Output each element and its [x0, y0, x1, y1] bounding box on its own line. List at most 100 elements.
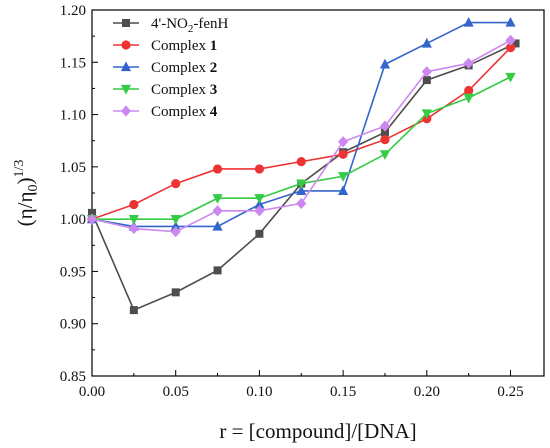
data-point — [296, 185, 307, 196]
data-point — [255, 229, 264, 238]
y-tick-label: 1.10 — [60, 108, 86, 124]
legend-marker — [120, 61, 132, 72]
legend-label-part: 2 — [210, 60, 218, 76]
legend-label-part: 4 — [210, 104, 218, 120]
legend-label-part: -fenH — [193, 16, 228, 32]
data-point — [379, 58, 391, 69]
data-point — [463, 16, 474, 27]
data-point — [212, 194, 223, 204]
plot-area: 0.00 0.05 0.10 0.15 0.20 0.25 0.85 0.90 0.95 1.0… — [60, 3, 545, 400]
data-point — [338, 172, 349, 182]
x-tick-label: 0.15 — [330, 384, 356, 400]
data-point — [338, 136, 349, 148]
y-axis-label-subscript: 0 — [26, 185, 41, 192]
data-point — [379, 120, 391, 132]
data-point — [421, 66, 432, 78]
y-tick-label: 0.85 — [60, 369, 86, 385]
legend-marker — [120, 84, 132, 95]
data-point — [379, 150, 391, 160]
data-point — [254, 205, 265, 217]
data-point — [422, 76, 431, 85]
data-point — [421, 37, 432, 48]
data-point — [505, 16, 516, 27]
y-tick-label: 1.05 — [60, 160, 86, 176]
legend-label-part: Complex — [151, 104, 210, 120]
x-axis-ticks: 0.00 0.05 0.10 0.15 0.20 0.25 — [79, 370, 524, 400]
x-tick-label: 0.10 — [246, 384, 272, 400]
x-tick-label: 0.05 — [163, 384, 189, 400]
data-point — [338, 185, 349, 196]
y-tick-label: 0.95 — [60, 264, 86, 280]
y-axis-label-main: (η/η — [13, 192, 37, 227]
y-tick-label: 0.90 — [60, 317, 86, 333]
x-axis-label: r = [compound]/[DNA] — [219, 419, 416, 443]
data-point — [463, 57, 474, 69]
legend-label-part: Complex — [151, 38, 210, 54]
legend-label-part: Complex — [151, 60, 210, 76]
data-point — [171, 288, 180, 297]
data-point — [463, 93, 474, 104]
legend-item: Complex 1 — [113, 38, 217, 54]
y-axis-ticks: 0.85 0.90 0.95 1.00 1.05 1.10 1.15 1.20 — [60, 3, 98, 385]
data-point — [212, 220, 223, 231]
legend-label: Complex 3 — [151, 82, 217, 98]
series-1 — [88, 39, 520, 315]
data-point — [296, 197, 307, 210]
data-point — [170, 215, 181, 225]
data-point — [88, 208, 96, 217]
legend-item: Complex 2 — [113, 60, 217, 76]
y-tick-label: 1.20 — [60, 3, 86, 19]
y-axis-label: (η/η0)1/3 — [12, 160, 41, 227]
legend-label-part: Complex — [151, 82, 210, 98]
legend-label-part: 4'-NO — [151, 16, 188, 32]
legend-item: 4'-NO2-fenH — [113, 16, 229, 35]
data-point — [511, 39, 520, 48]
legend-label: Complex 2 — [151, 60, 217, 76]
data-point — [505, 72, 516, 83]
data-point — [505, 43, 516, 53]
data-point — [296, 179, 307, 190]
data-point — [170, 226, 181, 238]
legend-marker — [120, 105, 132, 117]
legend-label-part: 1 — [210, 38, 218, 54]
data-point — [212, 164, 223, 174]
data-point — [171, 178, 181, 189]
legend-item: Complex 3 — [113, 82, 217, 98]
series-line — [92, 76, 511, 220]
data-point — [86, 213, 98, 225]
legend-label-part: 2 — [188, 23, 194, 35]
data-point — [338, 149, 348, 159]
x-tick-label: 0.25 — [497, 384, 523, 400]
series-4 — [86, 72, 516, 225]
y-tick-label: 1.15 — [60, 55, 86, 71]
x-tick-label: 0.00 — [79, 384, 105, 400]
data-point — [128, 215, 139, 225]
y-tick-label: 1.00 — [60, 212, 86, 228]
data-point — [213, 266, 222, 275]
series-layer — [86, 16, 520, 315]
data-point — [129, 199, 139, 210]
legend-label: Complex 1 — [151, 38, 217, 54]
legend-label: 4'-NO2-fenH — [151, 16, 229, 35]
data-point — [129, 306, 138, 315]
data-point — [212, 205, 223, 217]
data-point — [380, 128, 389, 137]
y-axis-label-superscript: 1/3 — [12, 160, 27, 178]
data-point — [128, 222, 139, 235]
series-5 — [86, 34, 516, 238]
data-point — [254, 194, 265, 204]
data-point — [505, 34, 516, 46]
data-point — [296, 157, 306, 167]
data-point — [380, 135, 390, 145]
legend-label: Complex 4 — [151, 104, 218, 120]
x-tick-label: 0.20 — [414, 384, 440, 400]
legend-marker — [121, 40, 131, 50]
legend-marker — [122, 19, 130, 27]
data-point — [254, 164, 265, 174]
series-3 — [86, 16, 516, 231]
legend-label-part: 3 — [210, 82, 218, 98]
y-axis-label-close: ) — [13, 178, 37, 185]
legend-item: Complex 4 — [113, 104, 218, 120]
